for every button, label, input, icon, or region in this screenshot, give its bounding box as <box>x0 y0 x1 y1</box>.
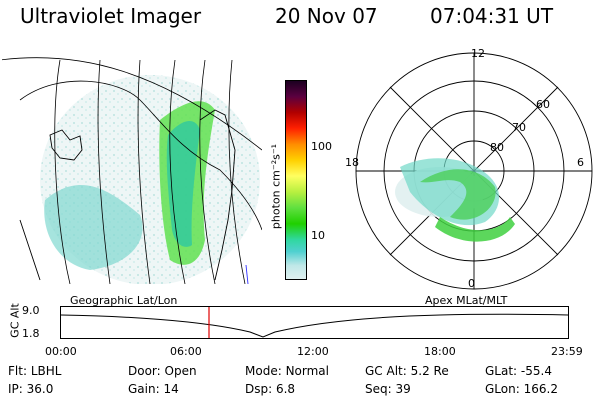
status-glat: GLat: -55.4 <box>485 364 552 378</box>
status-dsp: Dsp: 6.8 <box>245 382 295 396</box>
status-mode-key: Mode: <box>245 364 282 378</box>
geographic-label: Geographic Lat/Lon <box>70 294 178 307</box>
orbit-y-tick-1: 1.8 <box>22 327 40 340</box>
orbit-x-tick-1200: 12:00 <box>297 345 329 358</box>
colorbar <box>285 80 307 280</box>
orbit-x-tick-0000: 00:00 <box>45 345 77 358</box>
status-flt-key: Flt: <box>8 364 27 378</box>
coastlines <box>19 109 249 284</box>
status-door: Door: Open <box>128 364 197 378</box>
status-seq-value: 39 <box>395 382 411 396</box>
status-mode-value: Normal <box>285 364 329 378</box>
orbit-x-tick-0600: 06:00 <box>170 345 202 358</box>
status-ip: IP: 36.0 <box>8 382 53 396</box>
status-gcalt: GC Alt: 5.2 Re <box>365 364 449 378</box>
status-dsp-key: Dsp: <box>245 382 273 396</box>
polar-emission-arc <box>435 217 515 242</box>
time-label: 07:04:31 UT <box>430 4 554 28</box>
mlt-label-18: 18 <box>345 156 359 169</box>
status-glat-key: GLat: <box>485 364 518 378</box>
mlt-label-6: 6 <box>577 156 584 169</box>
status-gcalt-key: GC Alt: <box>365 364 407 378</box>
status-glon: GLon: 166.2 <box>485 382 558 396</box>
lat-label-70: 70 <box>512 121 526 134</box>
orbit-y-axis-label: GC Alt <box>8 303 22 338</box>
status-mode: Mode: Normal <box>245 364 329 378</box>
polar-emission-oval <box>420 169 496 220</box>
status-glon-key: GLon: <box>485 382 520 396</box>
status-gcalt-value: 5.2 Re <box>410 364 449 378</box>
polar-plot <box>355 52 593 290</box>
orbit-altitude-line <box>60 313 569 338</box>
mlt-label-12: 12 <box>471 47 485 60</box>
apex-label: Apex MLat/MLT <box>425 294 508 307</box>
grid-lines <box>2 57 262 284</box>
app-title: Ultraviolet Imager <box>20 4 202 28</box>
lat-label-60: 60 <box>536 98 550 111</box>
date-label: 20 Nov 07 <box>275 4 378 28</box>
status-door-key: Door: <box>128 364 161 378</box>
colorbar-unit-label: photon cm⁻²s⁻¹ <box>269 143 283 230</box>
colorbar-tick-100: 100 <box>311 140 332 153</box>
status-dsp-value: 6.8 <box>275 382 296 396</box>
status-ip-key: IP: <box>8 382 23 396</box>
orbit-altitude-plot <box>60 306 569 339</box>
status-gain-value: 14 <box>163 382 179 396</box>
orbit-x-tick-1800: 18:00 <box>424 345 456 358</box>
status-flt-value: LBHL <box>30 364 62 378</box>
colorbar-tick-10: 10 <box>311 229 325 242</box>
status-gain: Gain: 14 <box>128 382 179 396</box>
emission-diffuse <box>44 184 143 270</box>
status-ip-value: 36.0 <box>26 382 54 396</box>
status-flt: Flt: LBHL <box>8 364 61 378</box>
orbit-x-tick-2359: 23:59 <box>551 345 583 358</box>
status-door-value: Open <box>164 364 197 378</box>
status-glon-value: 166.2 <box>523 382 558 396</box>
mlt-label-0: 0 <box>468 277 475 290</box>
lat-label-80: 80 <box>490 141 504 154</box>
status-seq: Seq: 39 <box>365 382 411 396</box>
status-glat-value: -55.4 <box>520 364 552 378</box>
status-gain-key: Gain: <box>128 382 160 396</box>
status-seq-key: Seq: <box>365 382 392 396</box>
orbit-y-tick-9: 9.0 <box>22 304 40 317</box>
geographic-map <box>2 57 262 284</box>
